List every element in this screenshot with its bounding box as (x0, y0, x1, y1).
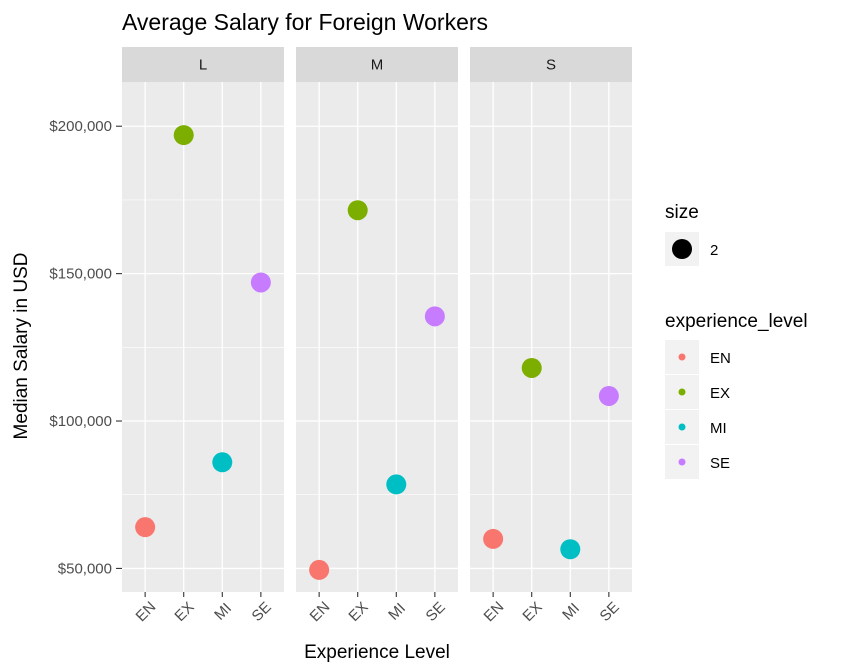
data-point-m-en (309, 559, 330, 580)
facet-panels: L EN EX MI SE M EN EX MI SE S EN EX MI SE (122, 47, 632, 625)
legend-color-label: EN (710, 350, 731, 367)
x-tick-label: MI (559, 600, 583, 624)
facet-strip-label: M (371, 57, 384, 74)
y-axis-ticks: $50,000 $100,000 $150,000 $200,000 (49, 118, 122, 577)
panel-background (122, 82, 284, 592)
x-tick-label: MI (385, 600, 409, 624)
data-point-s-ex (521, 357, 542, 378)
facet-strip-label: L (199, 57, 207, 74)
data-point-l-en (135, 517, 156, 538)
x-tick-label: EN (307, 598, 334, 625)
facet-panel-s: S EN EX MI SE (470, 47, 632, 625)
legend-color-label: EX (710, 385, 730, 402)
data-point-l-mi (212, 452, 233, 473)
legend: size 2 experience_level EN EX MI SE (665, 202, 808, 479)
x-tick-label: EN (481, 598, 508, 625)
facet-strip-label: S (546, 57, 556, 74)
x-axis-title: Experience Level (304, 642, 450, 663)
x-tick-label: SE (597, 599, 623, 625)
legend-size-symbol (672, 239, 692, 259)
x-tick-label: SE (249, 599, 275, 625)
x-tick-label: EX (519, 599, 545, 625)
data-point-l-ex (173, 125, 194, 146)
legend-size-title: size (665, 202, 699, 223)
x-tick-label: EX (171, 599, 197, 625)
data-point-s-se (598, 385, 619, 406)
data-point-m-se (424, 306, 445, 327)
facet-strip (296, 47, 458, 82)
x-tick-label: MI (211, 600, 235, 624)
data-point-s-en (483, 528, 504, 549)
y-tick-label: $200,000 (49, 118, 112, 135)
facet-panel-l: L EN EX MI SE (122, 47, 284, 625)
panel-background (470, 82, 632, 592)
chart-title: Average Salary for Foreign Workers (122, 9, 488, 35)
y-axis-title: Median Salary in USD (11, 253, 32, 440)
legend-color-label: SE (710, 455, 730, 472)
legend-color-title: experience_level (665, 311, 808, 332)
x-tick-label: EX (345, 599, 371, 625)
legend-color-symbol-en (678, 353, 686, 361)
facet-strip (122, 47, 284, 82)
facet-strip (470, 47, 632, 82)
y-tick-label: $100,000 (49, 413, 112, 430)
x-tick-label: EN (133, 598, 160, 625)
legend-size-label: 2 (710, 242, 718, 259)
x-tick-label: SE (423, 599, 449, 625)
data-point-s-mi (560, 539, 581, 560)
y-tick-label: $50,000 (58, 560, 112, 577)
data-point-l-se (250, 272, 271, 293)
y-tick-label: $150,000 (49, 266, 112, 283)
data-point-m-ex (347, 200, 368, 221)
facet-panel-m: M EN EX MI SE (296, 47, 458, 625)
legend-color-label: MI (710, 420, 727, 437)
legend-color-symbol-se (678, 458, 686, 466)
legend-color-symbol-ex (678, 388, 686, 396)
legend-color-symbol-mi (678, 423, 686, 431)
data-point-m-mi (386, 474, 407, 495)
panel-background (296, 82, 458, 592)
